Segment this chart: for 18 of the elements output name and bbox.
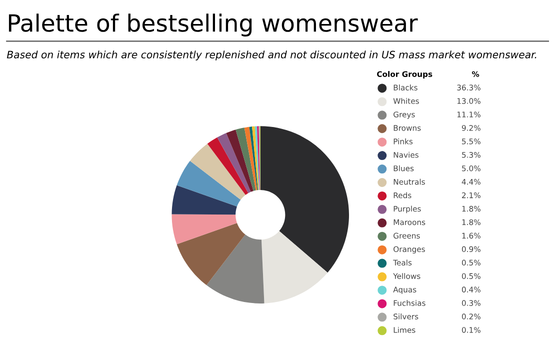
chart-subtitle: Based on items which are consistently replenished and not discounted in US mass market womenswear. <box>6 50 536 60</box>
donut-slice <box>236 128 256 191</box>
donut-slice <box>261 230 328 304</box>
donut-slice <box>172 214 237 244</box>
donut-slice <box>244 126 258 190</box>
donut-slice <box>207 137 248 195</box>
donut-slice <box>172 185 237 215</box>
donut-slice <box>176 223 246 286</box>
donut-slice <box>254 126 260 190</box>
donut-slice <box>226 130 254 192</box>
donut-slice <box>190 144 246 200</box>
donut-slice <box>260 126 350 273</box>
donut-slice <box>217 133 251 194</box>
donut-slice <box>252 126 259 190</box>
donut-slice <box>206 234 264 304</box>
donut-slice <box>249 126 258 190</box>
donut-slice <box>176 160 241 207</box>
chart-title: Palette of bestselling womenswear <box>8 14 418 36</box>
